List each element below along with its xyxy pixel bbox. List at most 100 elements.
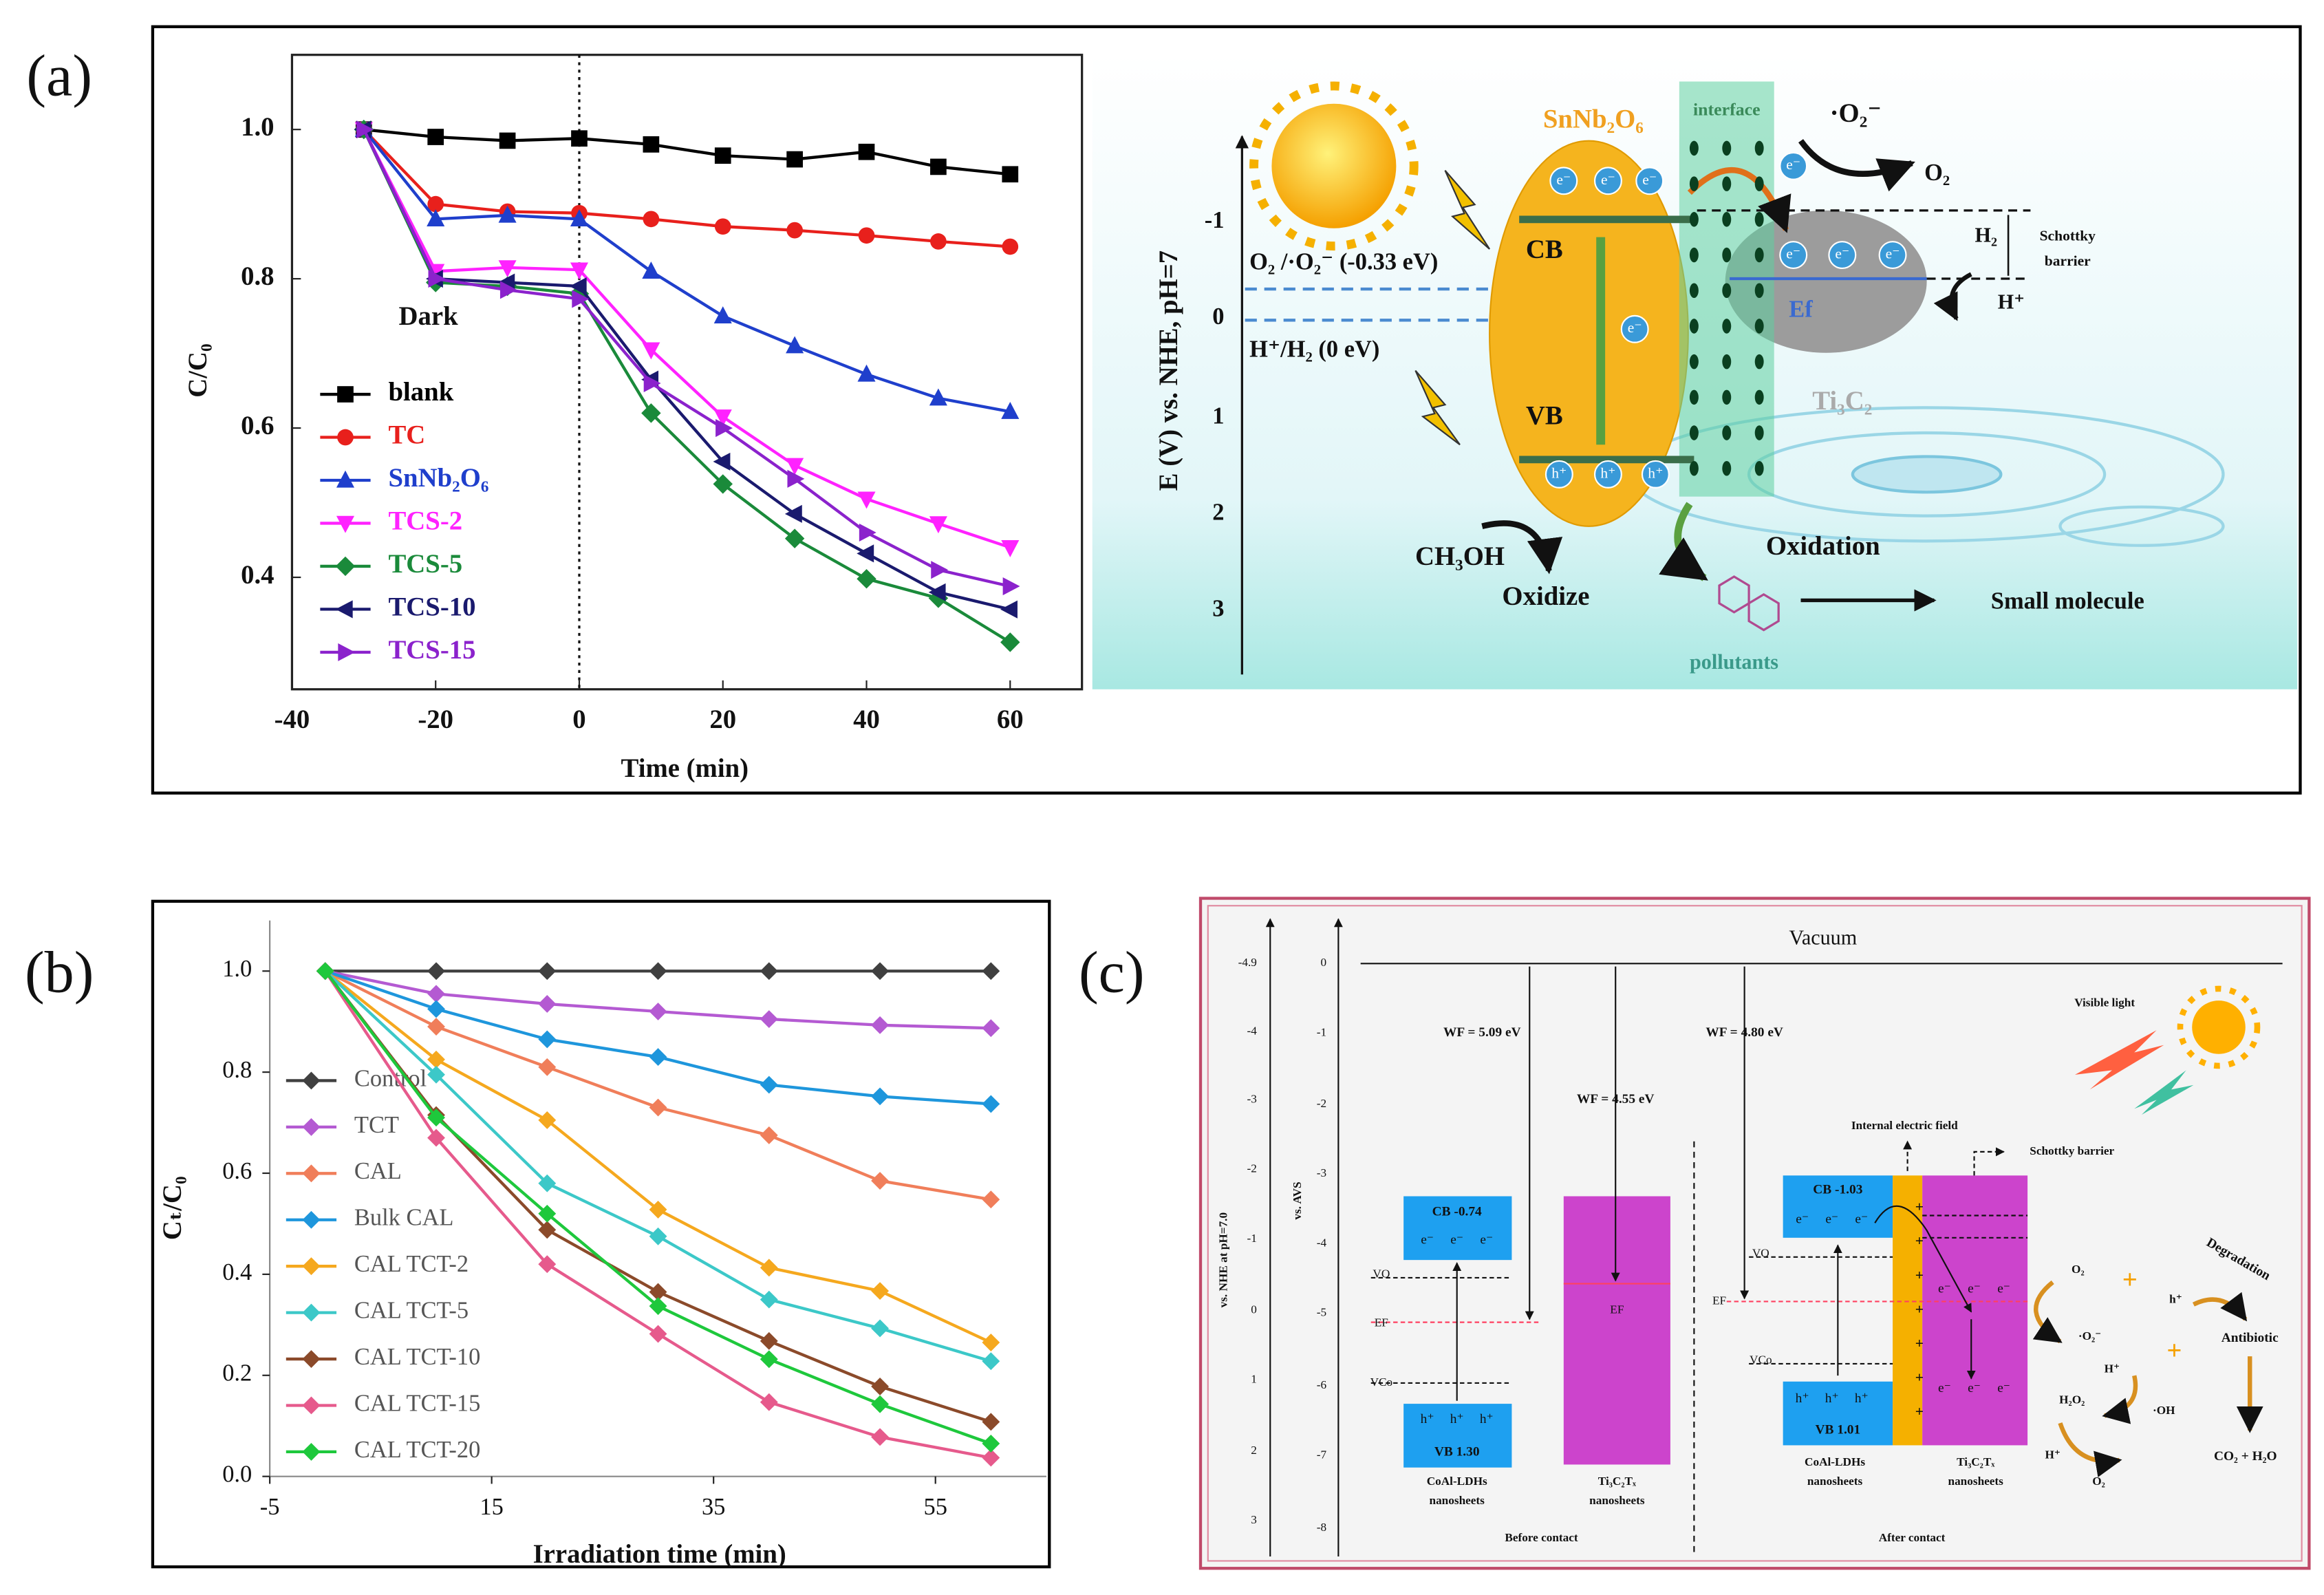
marker [427, 209, 445, 227]
legend-label: Bulk CAL [354, 1205, 454, 1231]
label: 0.8 [241, 261, 274, 291]
label: -1 [1317, 1025, 1326, 1038]
marker [982, 1190, 1000, 1209]
reduction-arrow [1798, 139, 1915, 192]
interface-dot [1689, 425, 1699, 440]
interface-dot [1722, 389, 1732, 405]
electron [1620, 314, 1649, 343]
oxidation-arrow [1659, 502, 1708, 581]
label: Before contact [1505, 1531, 1578, 1544]
label: -8 [1317, 1521, 1326, 1534]
label: -6 [1317, 1378, 1327, 1391]
label: + [1915, 1335, 1924, 1351]
marker [538, 1030, 557, 1049]
marker [427, 1128, 445, 1147]
marker [760, 1075, 778, 1094]
label: + [2122, 1265, 2138, 1294]
sun-rays [2177, 985, 2261, 1069]
hole [1545, 460, 1573, 489]
marker [335, 600, 353, 619]
marker [982, 1095, 1000, 1113]
electron [1878, 241, 1907, 270]
label: 0 [1251, 1303, 1257, 1316]
label: 20 [709, 705, 736, 734]
label: CB [1526, 235, 1563, 264]
marker [649, 1227, 667, 1245]
label: -20 [418, 705, 453, 734]
marker [338, 643, 356, 661]
marker [714, 147, 731, 164]
label: nanosheets [1948, 1475, 2004, 1488]
marker [499, 281, 517, 299]
label: VCo [1750, 1353, 1772, 1367]
label: 0 [1321, 956, 1327, 969]
label: h⁺ [1825, 1391, 1839, 1406]
marker [302, 1210, 321, 1229]
label: nanosheets [1589, 1494, 1645, 1507]
legend-label: TCS-5 [388, 549, 462, 579]
interface-dot [1754, 212, 1764, 227]
marker [786, 151, 803, 168]
marker [649, 1098, 667, 1117]
marker [649, 962, 667, 981]
hole [1593, 460, 1622, 489]
legend-label: TCT [354, 1112, 399, 1138]
ripple [1851, 455, 2003, 494]
panel-b-frame [151, 899, 1051, 1569]
interface-dot [1722, 460, 1732, 476]
marker [982, 1352, 1000, 1371]
label: Vacuum [1789, 926, 1857, 950]
label: CO₂ + H₂O [2214, 1449, 2277, 1464]
marker [427, 1018, 445, 1036]
interface-dot [1722, 283, 1732, 299]
label: + [1915, 1232, 1924, 1249]
label: e⁻ [1450, 1233, 1463, 1248]
label: CoAl-LDHs [1805, 1455, 1865, 1468]
electron [1779, 241, 1808, 270]
marker [760, 1290, 778, 1309]
legend-label: TC [388, 420, 425, 449]
marker [982, 1019, 1000, 1038]
marker [929, 388, 947, 406]
marker [760, 1126, 778, 1144]
marker [1001, 539, 1020, 557]
series-line [363, 128, 1011, 176]
marker [871, 1172, 889, 1190]
label: O₂ [2092, 1475, 2105, 1488]
series-line [362, 129, 1011, 611]
label: ·O₂⁻ [2078, 1329, 2101, 1342]
label: C/C₀ [183, 343, 213, 397]
panel-c-frame [1198, 897, 2311, 1570]
label: 1 [1251, 1373, 1257, 1386]
marker [427, 195, 444, 213]
marker [499, 132, 516, 149]
series-line [362, 129, 1011, 549]
label: WF = 4.55 eV [1577, 1092, 1655, 1106]
marker [784, 528, 805, 548]
label: 60 [997, 705, 1024, 734]
label: After contact [1879, 1531, 1946, 1544]
label: 2 [1251, 1444, 1257, 1457]
series-line [363, 128, 1011, 414]
interface-dot [1754, 319, 1764, 334]
label: -1 [1205, 207, 1225, 233]
legend-label: CAL [354, 1158, 402, 1184]
marker [538, 1204, 557, 1223]
label: EF [1610, 1303, 1624, 1316]
marker [302, 1350, 321, 1368]
marker [871, 1319, 889, 1338]
interface-dot [1754, 283, 1764, 299]
marker [871, 1428, 889, 1446]
label: + [1915, 1300, 1924, 1317]
electron [1779, 151, 1808, 180]
diagram-a [1092, 54, 2298, 689]
marker [302, 1117, 321, 1136]
label: h⁺ [1421, 1412, 1434, 1426]
label: Oxidation [1766, 531, 1880, 561]
marker [538, 1058, 557, 1076]
label: H⁺ [1998, 290, 2025, 314]
light-bolt [1414, 370, 1461, 446]
marker [302, 1257, 321, 1276]
label: H₂O₂ [2059, 1393, 2085, 1406]
label: 0.4 [241, 560, 274, 590]
